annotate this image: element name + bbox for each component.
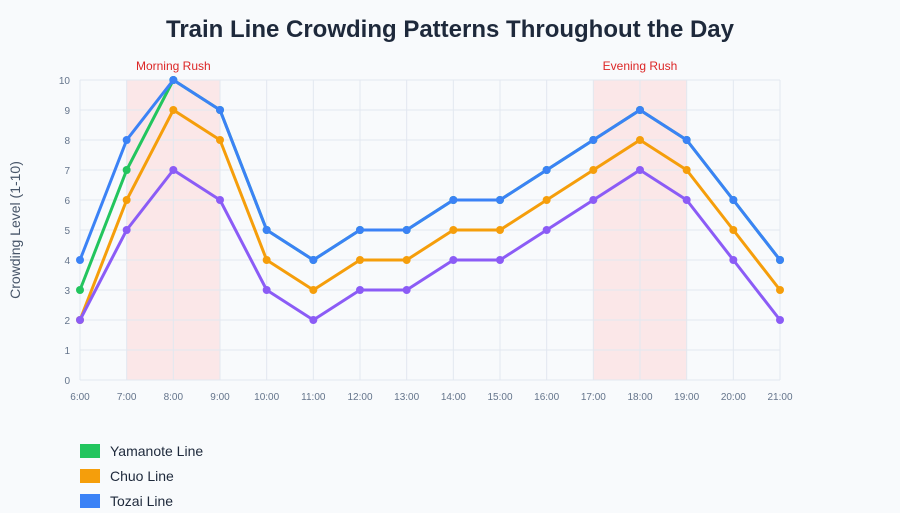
x-tick-label: 13:00 <box>394 392 419 403</box>
y-tick-label: 9 <box>64 106 70 117</box>
data-point <box>309 316 318 324</box>
legend-label: Yamanote Line <box>110 442 204 459</box>
data-point <box>496 226 504 234</box>
legend-item-tozai[interactable]: Tozai Line <box>80 488 203 513</box>
y-axis-label: Crowding Level (1-10) <box>7 161 23 299</box>
annotation-label: Morning Rush <box>136 59 211 73</box>
data-point <box>449 256 458 264</box>
y-tick-label: 0 <box>64 376 70 387</box>
series-line <box>78 168 782 322</box>
series-line <box>78 78 782 262</box>
x-tick-label: 15:00 <box>487 392 512 403</box>
data-point <box>402 286 411 294</box>
data-point <box>636 106 644 114</box>
data-point <box>216 106 224 114</box>
y-tick-label: 8 <box>64 136 70 147</box>
data-point <box>729 226 738 234</box>
data-point <box>216 136 224 144</box>
data-point <box>449 226 458 234</box>
data-point <box>169 106 178 114</box>
y-tick-label: 6 <box>64 196 70 207</box>
data-point <box>729 196 738 204</box>
legend-swatch <box>80 443 100 458</box>
y-tick-label: 3 <box>64 286 70 297</box>
data-point <box>682 196 691 204</box>
annotation-label: Evening Rush <box>603 59 678 73</box>
x-tick-label: 10:00 <box>254 392 279 403</box>
data-point <box>542 196 551 204</box>
y-tick-label: 2 <box>64 316 70 327</box>
data-point <box>76 316 84 324</box>
data-point <box>542 166 551 174</box>
data-point <box>776 256 784 264</box>
series-line <box>78 108 782 321</box>
data-point <box>776 286 784 294</box>
x-tick-label: 18:00 <box>627 392 652 403</box>
data-point <box>402 226 411 234</box>
y-tick-label: 1 <box>64 346 70 357</box>
data-point <box>682 136 691 144</box>
data-point <box>262 226 271 234</box>
legend-label: Tozai Line <box>110 492 174 509</box>
data-point <box>589 166 598 174</box>
data-point <box>776 316 784 324</box>
data-point <box>589 136 598 144</box>
x-tick-label: 8:00 <box>164 392 184 403</box>
data-point <box>589 196 598 204</box>
data-point <box>122 226 131 234</box>
data-point <box>216 196 224 204</box>
x-tick-label: 20:00 <box>721 392 746 403</box>
data-point <box>169 166 178 174</box>
data-point <box>356 256 364 264</box>
data-point <box>636 136 644 144</box>
y-tick-label: 5 <box>64 226 70 237</box>
x-tick-label: 9:00 <box>210 392 230 403</box>
legend: Yamanote Line Chuo Line Tozai Line <box>80 438 203 513</box>
data-point <box>496 256 504 264</box>
data-point <box>356 286 364 294</box>
data-point <box>729 256 738 264</box>
x-tick-label: 11:00 <box>301 392 326 403</box>
y-tick-label: 7 <box>64 166 70 177</box>
line-chart: Morning Rush Evening Rush 0 1 2 3 4 5 6 7 8 9 10 6:00… <box>7 59 793 403</box>
legend-swatch <box>80 493 100 508</box>
data-point <box>356 226 364 234</box>
y-tick-label: 4 <box>64 256 70 267</box>
data-point <box>309 286 318 294</box>
data-point <box>496 196 504 204</box>
data-point <box>122 166 131 174</box>
data-point <box>309 256 318 264</box>
data-point <box>169 76 178 84</box>
data-point <box>682 166 691 174</box>
x-tick-label: 21:00 <box>767 392 792 403</box>
x-tick-label: 7:00 <box>117 392 137 403</box>
data-point <box>449 196 458 204</box>
x-tick-label: 19:00 <box>674 392 699 403</box>
y-tick-label: 10 <box>59 76 71 87</box>
data-point <box>262 256 271 264</box>
x-tick-label: 14:00 <box>441 392 466 403</box>
chart-title: Train Line Crowding Patterns Throughout … <box>165 16 735 43</box>
legend-label: Chuo Line <box>110 467 174 484</box>
data-point <box>402 256 411 264</box>
data-point <box>122 196 131 204</box>
data-point <box>262 286 271 294</box>
data-point <box>542 226 551 234</box>
x-tick-label: 12:00 <box>347 392 372 403</box>
x-tick-label: 16:00 <box>534 392 559 403</box>
x-tick-label: 17:00 <box>581 392 606 403</box>
legend-item-chuo[interactable]: Chuo Line <box>80 463 203 488</box>
data-point <box>636 166 644 174</box>
data-point <box>122 136 131 144</box>
x-tick-label: 6:00 <box>70 392 90 403</box>
data-point <box>76 256 84 264</box>
data-point <box>76 286 84 294</box>
legend-swatch <box>80 468 100 483</box>
legend-item-yamanote[interactable]: Yamanote Line <box>80 438 203 463</box>
